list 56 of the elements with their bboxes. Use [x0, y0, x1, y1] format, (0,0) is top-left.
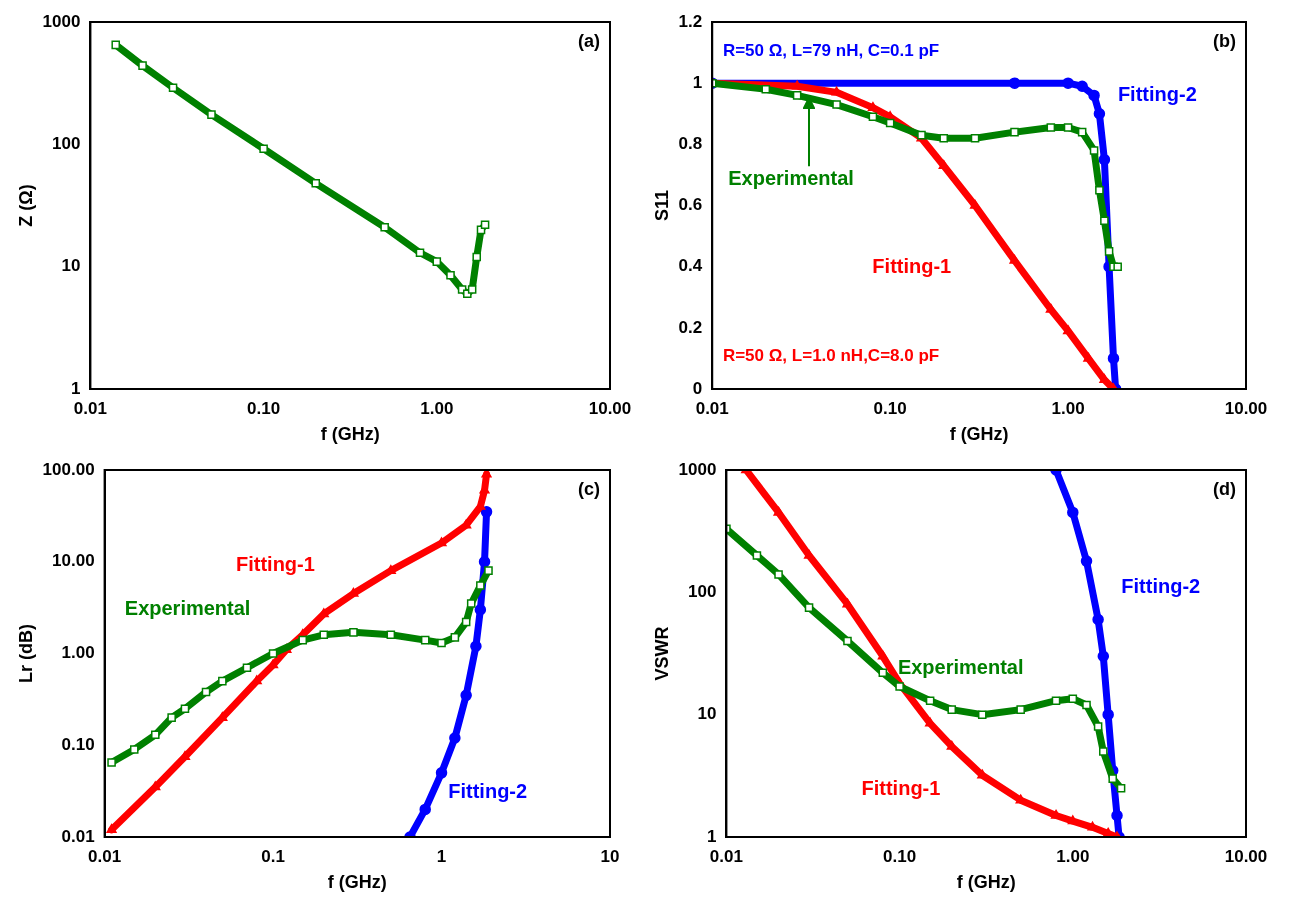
y-tick-label: 1.00 — [61, 643, 95, 663]
series-label: Experimental — [897, 655, 1024, 678]
y-tick-label: 0.8 — [678, 134, 703, 154]
x-axis-title: f (GHz) — [956, 872, 1016, 893]
series-label: Fitting-1 — [236, 552, 315, 575]
y-tick-label: 1 — [706, 826, 717, 846]
x-tick-label: 1.00 — [1051, 398, 1085, 418]
y-tick-label: 1.2 — [678, 11, 703, 31]
y-tick-label: 10 — [61, 256, 81, 276]
text: (c) — [578, 478, 600, 499]
text: (b) — [1213, 30, 1236, 51]
text: (a) — [578, 30, 600, 51]
y-axis-title: S11 — [651, 189, 672, 222]
x-tick-label: 10.00 — [1224, 398, 1268, 418]
x-tick-label: 1.00 — [1056, 846, 1090, 866]
x-tick-label: 0.01 — [88, 846, 122, 866]
series-label: Fitting-2 — [1117, 82, 1197, 105]
y-tick-label: 10 — [697, 704, 717, 724]
y-tick-label: 0 — [692, 378, 703, 398]
x-tick-label: 1 — [436, 846, 447, 866]
y-tick-label: 1000 — [42, 11, 81, 31]
series-label: Fitting-2 — [1121, 574, 1201, 597]
x-tick-label: 10.00 — [588, 398, 632, 418]
y-tick-label: 1 — [70, 378, 81, 398]
x-tick-label: 1.00 — [420, 398, 454, 418]
y-tick-label: 100 — [688, 582, 717, 602]
annotation: R=50 Ω, L=79 nH, C=0.1 pF — [722, 41, 940, 61]
x-tick-label: 0.1 — [261, 846, 285, 866]
y-tick-label: 1 — [692, 72, 703, 92]
y-tick-label: 10.00 — [52, 551, 95, 571]
x-axis-title: f (GHz) — [327, 872, 387, 893]
text: (d) — [1213, 478, 1236, 499]
y-tick-label: 0.4 — [678, 256, 703, 276]
annotation: Experimental — [728, 167, 854, 190]
x-tick-label: 0.10 — [247, 398, 281, 418]
y-tick-label: 0.6 — [678, 195, 703, 215]
series-label: Fitting-1 — [861, 776, 941, 799]
x-tick-label: 10.00 — [1224, 846, 1268, 866]
annotation: R=50 Ω, L=1.0 nH,C=8.0 pF — [722, 345, 940, 365]
y-tick-label: 1000 — [678, 459, 717, 479]
text: Fitting-1 — [872, 255, 952, 278]
x-tick-label: 0.10 — [883, 846, 917, 866]
y-axis-title: Z (Ω) — [15, 184, 36, 227]
y-tick-label: 0.01 — [61, 826, 95, 846]
series-label: Experimental — [124, 596, 251, 619]
y-tick-label: 100 — [52, 134, 81, 154]
series-label: Fitting-2 — [448, 780, 528, 803]
y-axis-title: VSWR — [651, 626, 672, 681]
y-tick-label: 0.10 — [61, 734, 95, 754]
y-tick-label: 0.2 — [678, 317, 703, 337]
x-axis-title: f (GHz) — [949, 424, 1009, 445]
x-tick-label: 0.10 — [873, 398, 907, 418]
x-axis-title: f (GHz) — [320, 424, 380, 445]
y-axis-title: Lr (dB) — [15, 624, 36, 683]
y-tick-label: 100.00 — [42, 459, 95, 479]
x-tick-label: 10 — [600, 846, 620, 866]
